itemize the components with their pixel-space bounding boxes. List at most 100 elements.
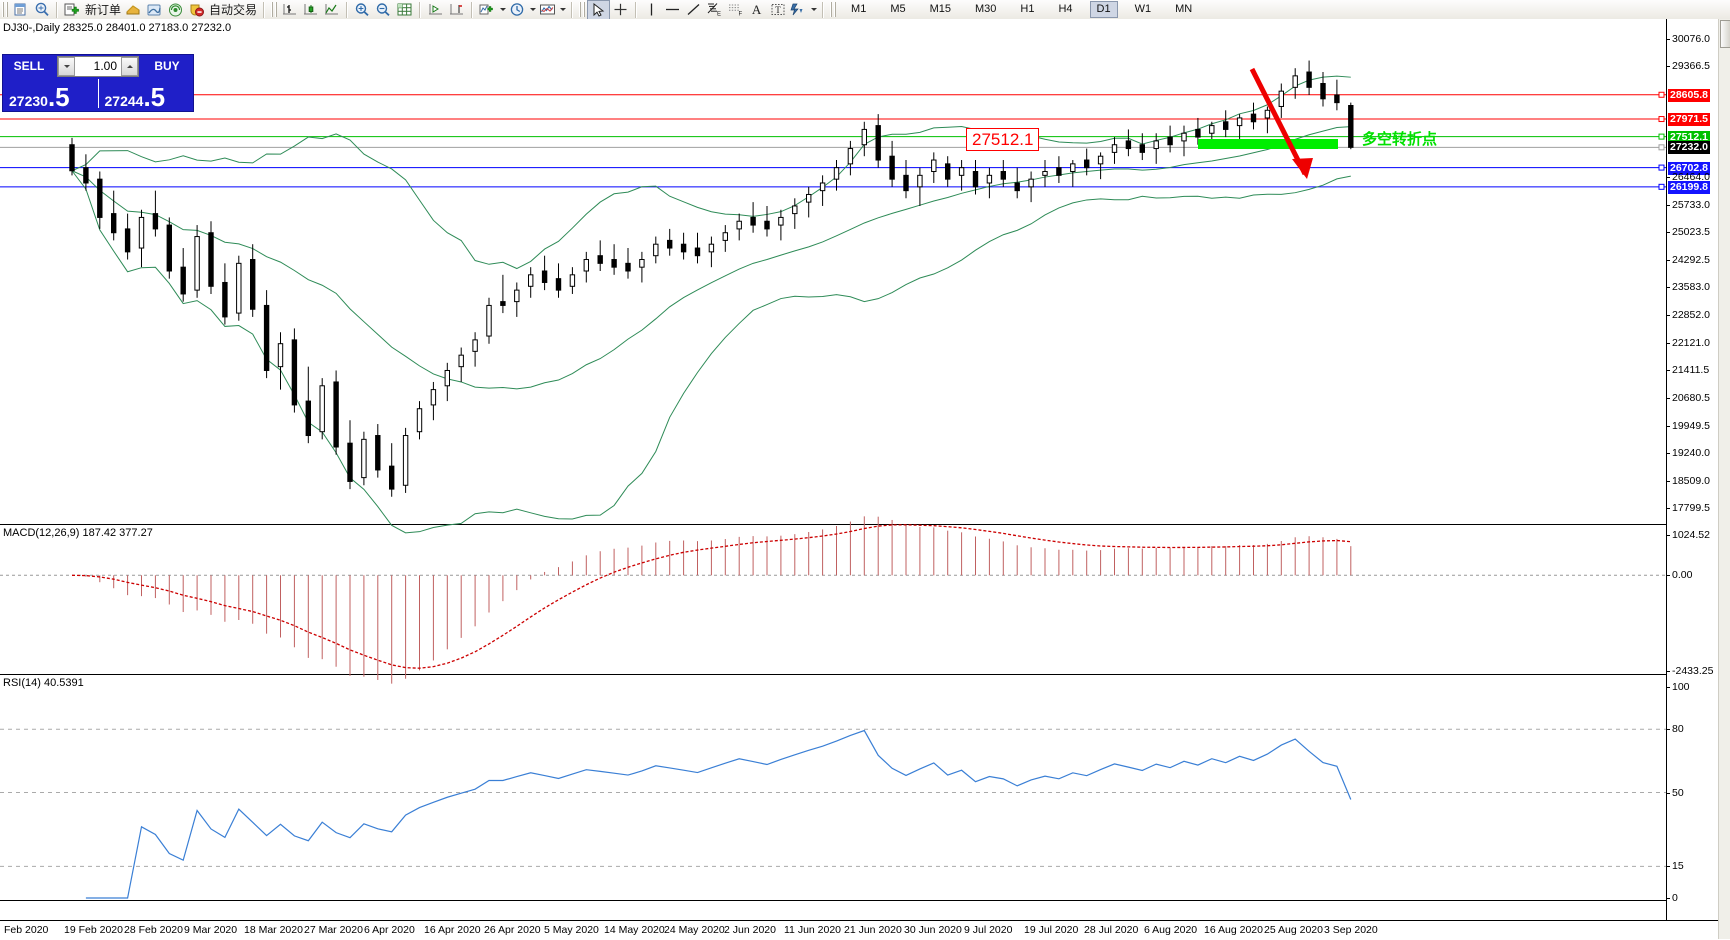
date-tick-label: 25 Aug 2020 xyxy=(1264,924,1323,936)
vertical-scrollbar[interactable] xyxy=(1718,19,1730,939)
horizontal-line-icon[interactable] xyxy=(662,1,683,19)
sell-button[interactable]: SELL xyxy=(13,59,45,73)
text-label-icon[interactable]: T xyxy=(767,1,788,19)
date-tick-label: 28 Feb 2020 xyxy=(124,924,183,936)
new-order-icon[interactable] xyxy=(62,1,83,19)
autotrading-label[interactable]: 自动交易 xyxy=(209,3,258,17)
timeframe-m30[interactable]: M30 xyxy=(975,3,997,15)
price-tick: 18509.0 xyxy=(1667,476,1730,487)
bollinger-band-middle xyxy=(71,126,1351,390)
level-handle[interactable] xyxy=(1658,183,1665,190)
indicator-tick-label: -2433.25 xyxy=(1672,665,1714,677)
timeframe-d1[interactable]: D1 xyxy=(1089,1,1118,18)
bollinger-band-upper xyxy=(71,75,1351,270)
vertical-line-icon[interactable] xyxy=(641,1,662,19)
indicators-dropdown-caret[interactable] xyxy=(498,1,507,19)
price-level-tag-27232.0[interactable]: 27232.0 xyxy=(1668,141,1710,155)
toolbar-grip-2[interactable] xyxy=(271,2,278,17)
period-icon[interactable] xyxy=(507,1,528,19)
price-tick-label: 21411.5 xyxy=(1672,364,1710,377)
text-icon[interactable]: A xyxy=(751,1,762,17)
level-handle[interactable] xyxy=(1658,164,1665,171)
time-scale[interactable]: Feb 2020 19 Feb 2020 28 Feb 2020 9 Mar 2020… xyxy=(0,920,1730,940)
price-tick-label: 22852.0 xyxy=(1672,308,1710,321)
period-dropdown-caret[interactable] xyxy=(528,1,537,19)
timeframe-m15[interactable]: M15 xyxy=(929,3,951,15)
level-handle[interactable] xyxy=(1658,144,1665,151)
auto-scroll-icon[interactable] xyxy=(425,1,446,19)
date-tick-label: 19 Jul 2020 xyxy=(1024,924,1079,936)
buy-price-integer: 27244 xyxy=(104,93,144,109)
price-level-tag-27512.1[interactable]: 27512.1 xyxy=(1668,130,1710,144)
data-window-icon[interactable] xyxy=(31,1,52,19)
price-tick: 19240.0 xyxy=(1667,448,1730,459)
chart-canvas[interactable] xyxy=(0,19,1666,920)
strategy-tester-icon[interactable] xyxy=(123,1,144,19)
volume-input[interactable]: 1.00 xyxy=(93,59,117,73)
timeframe-w1[interactable]: W1 xyxy=(1134,3,1152,15)
volume-increment-button[interactable] xyxy=(121,56,138,76)
signal-icon[interactable] xyxy=(165,1,186,19)
price-level-label[interactable]: 27512.1 xyxy=(966,128,1040,151)
new-order-label[interactable]: 新订单 xyxy=(85,3,122,17)
zoom-out-icon[interactable] xyxy=(373,1,394,19)
volume-decrement-button[interactable] xyxy=(58,56,75,76)
navigator-icon[interactable] xyxy=(144,1,165,19)
candlestick-chart-icon[interactable] xyxy=(300,1,321,19)
buy-button[interactable]: BUY xyxy=(154,59,180,73)
trendline-icon[interactable] xyxy=(683,1,704,19)
shapes-icon[interactable] xyxy=(788,1,809,19)
toolbar-grip[interactable] xyxy=(2,2,8,17)
level-handle[interactable] xyxy=(1658,91,1665,98)
cursor-icon[interactable] xyxy=(587,0,611,20)
shapes-dropdown-caret[interactable] xyxy=(809,1,818,19)
price-level-tag-26199.8[interactable]: 26199.8 xyxy=(1668,180,1710,194)
chart-area[interactable]: DJ30-,Daily 28325.0 28401.0 27183.0 2723… xyxy=(0,19,1730,940)
indicator-tick-label: 15 xyxy=(1672,860,1684,873)
terminal-icon[interactable] xyxy=(10,1,31,19)
crosshair-icon[interactable] xyxy=(610,1,631,19)
indicator-tick-label: 80 xyxy=(1672,723,1684,736)
indicator-tick-label: 100 xyxy=(1672,681,1690,693)
timeframe-h4[interactable]: H4 xyxy=(1058,3,1073,15)
chart-shift-icon[interactable] xyxy=(446,1,467,19)
timeframe-m1[interactable]: M1 xyxy=(851,3,867,15)
date-tick-label: 9 Mar 2020 xyxy=(184,924,238,936)
price-macd-separator xyxy=(0,524,1666,525)
equidistant-channel-icon[interactable]: F xyxy=(725,1,746,19)
timeframe-group: M1 M5 M15 M30 H1 H4 D1 W1 MN xyxy=(838,1,1199,18)
price-tick: 25733.0 xyxy=(1667,199,1730,211)
price-level-tag-26702.8[interactable]: 26702.8 xyxy=(1668,161,1710,175)
date-tick-label: 5 May 2020 xyxy=(544,924,599,936)
grid-icon[interactable] xyxy=(394,1,415,19)
bar-chart-icon[interactable] xyxy=(279,1,300,19)
toolbar-grip-4[interactable] xyxy=(830,2,837,17)
date-tick-label: 28 Jul 2020 xyxy=(1084,924,1139,936)
scrollbar-thumb[interactable] xyxy=(1720,20,1730,48)
level-handle[interactable] xyxy=(1658,116,1665,123)
price-level-tag-28605.8[interactable]: 28605.8 xyxy=(1668,88,1710,102)
volume-stepper[interactable]: 1.00 xyxy=(57,55,139,77)
line-chart-icon[interactable] xyxy=(321,1,342,19)
templates-icon[interactable] xyxy=(537,1,558,19)
toolbar-separator xyxy=(56,1,58,18)
date-tick-label: 19 Feb 2020 xyxy=(64,924,123,936)
price-level-tag-27971.5[interactable]: 27971.5 xyxy=(1668,113,1710,127)
one-click-trading-panel[interactable]: SELL 1.00 BUY 27230 .5 27244 .5 xyxy=(2,54,194,112)
timeframe-h1[interactable]: H1 xyxy=(1020,3,1035,15)
buy-price[interactable]: 27244 .5 xyxy=(99,77,194,110)
date-tick-label: 14 May 2020 xyxy=(604,924,665,936)
fibonacci-icon[interactable]: E xyxy=(704,1,725,19)
autotrading-icon[interactable] xyxy=(186,1,207,19)
buy-price-decimal: .5 xyxy=(143,82,166,112)
level-handle[interactable] xyxy=(1658,133,1665,140)
templates-dropdown-caret[interactable] xyxy=(558,1,567,19)
timeframe-mn[interactable]: MN xyxy=(1175,3,1193,15)
sell-price[interactable]: 27230 .5 xyxy=(3,77,98,110)
svg-text:E: E xyxy=(717,12,721,17)
timeframe-m5[interactable]: M5 xyxy=(890,3,906,15)
indicators-icon[interactable] xyxy=(477,1,498,19)
price-tick: 29366.5 xyxy=(1667,60,1730,72)
toolbar-grip-3[interactable] xyxy=(579,2,586,17)
zoom-in-icon[interactable] xyxy=(352,1,373,19)
